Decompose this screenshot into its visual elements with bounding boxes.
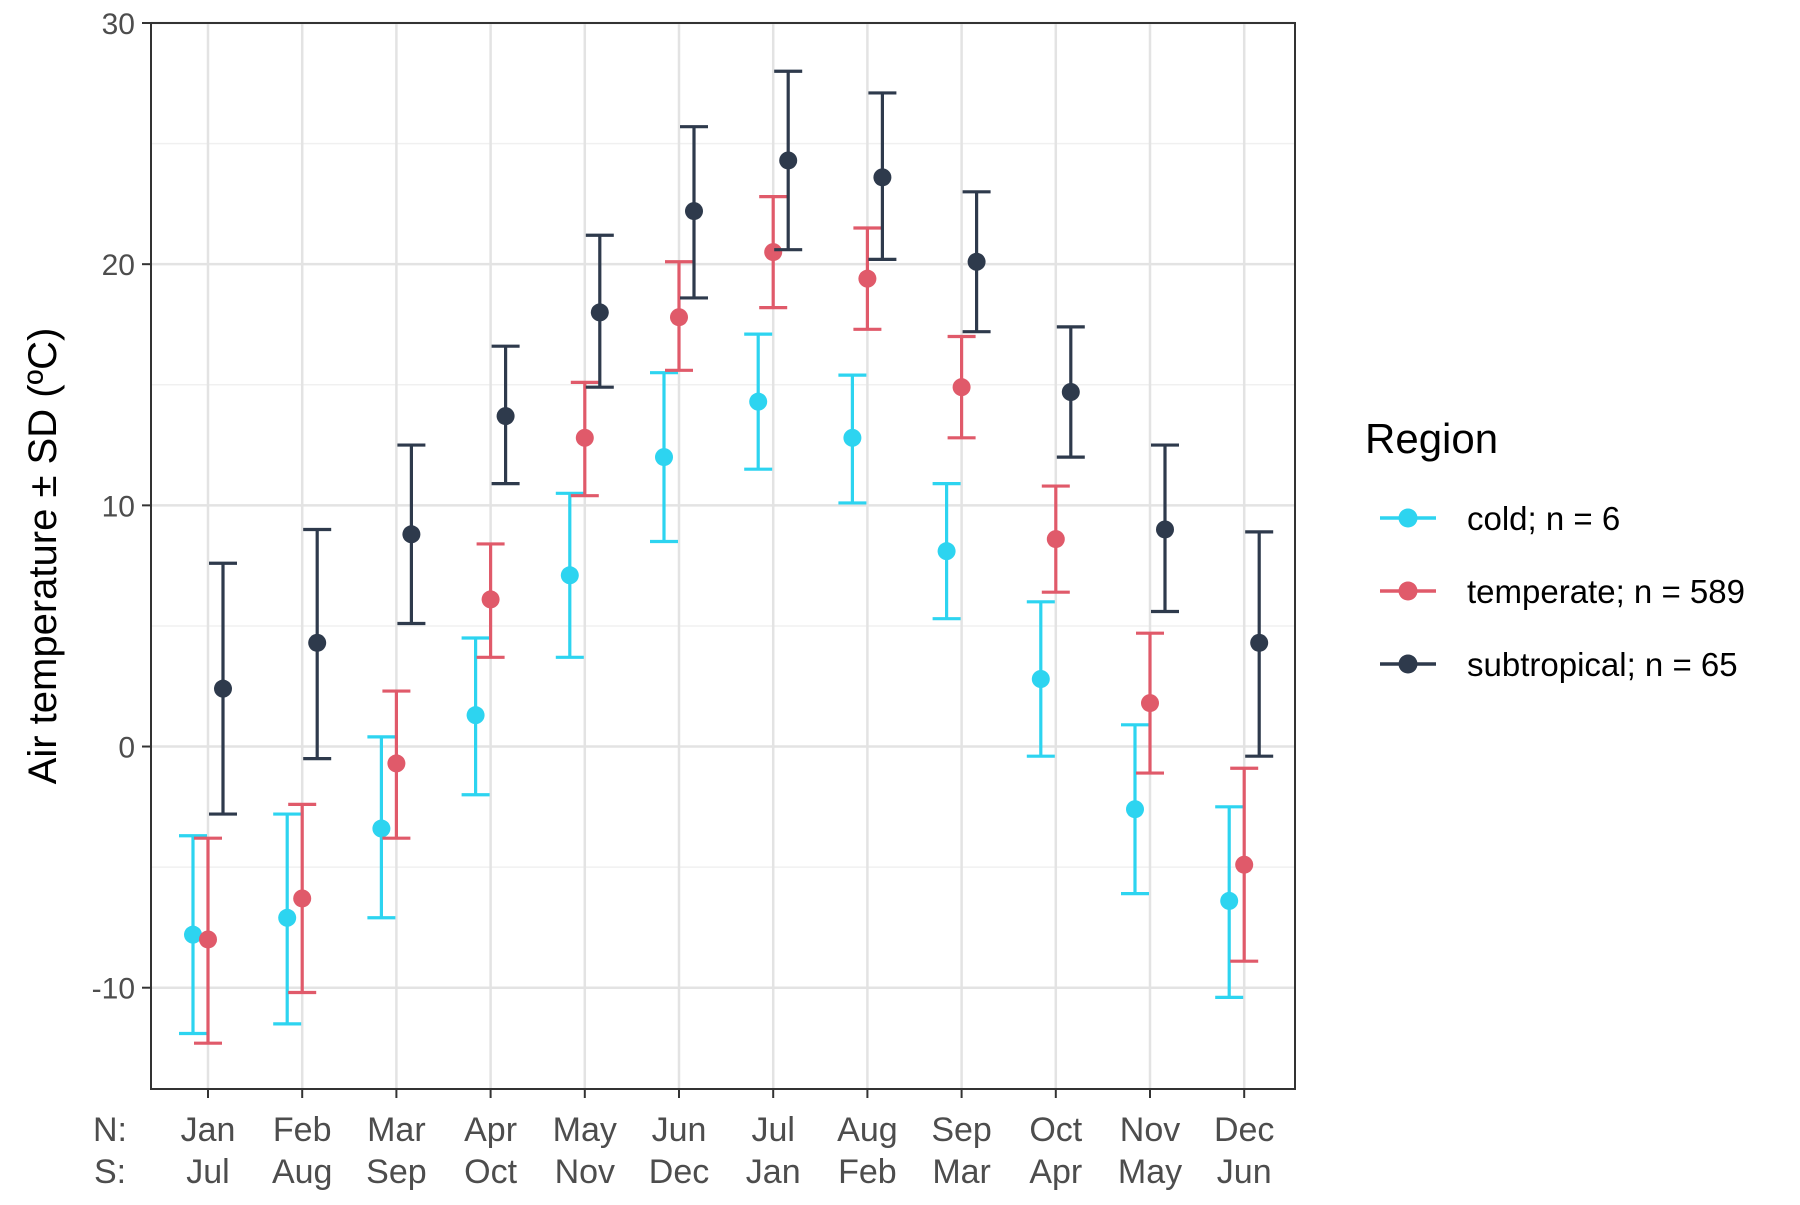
x-tick-label-south: Jul [186,1153,229,1191]
legend-label-temperate: temperate; n = 589 [1467,573,1745,610]
point-subtropical [402,525,421,544]
y-axis-title: Air temperature ± SD (ºC) [21,328,65,785]
hemisphere-label-south: S: [94,1153,126,1191]
point-subtropical [967,252,986,271]
x-tick-label-south: May [1118,1153,1182,1191]
x-tick-label-north: Dec [1214,1111,1274,1149]
point-subtropical [1061,383,1080,401]
point-cold [655,448,673,467]
x-tick-label-north: Sep [931,1111,992,1149]
point-temperate [1046,530,1065,549]
marks-layer [179,69,1274,1045]
x-tick-label-north: Apr [464,1111,517,1149]
series-cold [179,332,1244,1036]
point-temperate [387,754,406,773]
point-temperate [858,269,877,288]
legend-label-cold: cold; n = 6 [1467,500,1620,537]
x-tick-label-north: Mar [367,1111,426,1149]
point-cold [184,925,202,944]
panel-border [150,22,1296,1090]
x-tick-label-south: Jun [1217,1153,1272,1191]
x-tick-label-south: Apr [1029,1153,1082,1191]
x-tick-label-south: Nov [555,1153,615,1191]
legend-key-point-subtropical [1398,654,1418,674]
legend: Region cold; n = 6 temperate; n = 589 subt… [1365,415,1745,683]
y-tick-label: 0 [118,732,135,765]
point-temperate [293,889,312,908]
y-tick-label: 30 [102,8,135,41]
x-tick-label-north: Jun [652,1111,707,1149]
point-temperate [1235,855,1254,874]
legend-title: Region [1365,415,1498,462]
point-cold [372,819,391,838]
point-cold [1126,800,1144,819]
point-subtropical [1156,520,1174,539]
legend-label-subtropical: subtropical; n = 65 [1467,646,1738,683]
point-cold [937,542,956,561]
legend-key-point-cold [1398,508,1418,528]
point-cold [843,428,862,447]
x-tick-label-north: Feb [273,1111,332,1149]
legend-key-point-temperate [1398,581,1418,601]
x-tick-label-north: Jan [181,1111,236,1149]
x-tick-label-south: Jan [746,1153,801,1191]
point-cold [560,566,579,585]
point-temperate [670,308,688,327]
x-tick-label-north: Oct [1029,1111,1082,1149]
x-tick-label-south: Aug [272,1153,333,1191]
x-tick-label-north: Jul [751,1111,794,1149]
x-tick-label-north: Aug [837,1111,898,1149]
x-tick-label-south: Oct [464,1153,517,1191]
point-temperate [952,378,971,397]
y-tick-label: 10 [102,490,135,523]
x-tick-label-south: Sep [366,1153,427,1191]
point-cold [466,706,485,725]
point-subtropical [779,151,798,170]
point-temperate [481,590,500,609]
point-subtropical [590,303,609,322]
point-subtropical [873,168,892,187]
hemisphere-label-north: N: [93,1111,127,1149]
point-subtropical [214,679,232,698]
point-subtropical [685,202,703,221]
x-tick-label-south: Mar [932,1153,991,1191]
x-tick-label-north: Nov [1120,1111,1180,1149]
x-tick-label-south: Dec [649,1153,709,1191]
point-subtropical [1250,633,1269,652]
axes-layer: -10 0 10 20 30 Jan Jul Feb Aug Mar Sep Apr Oct May Nov… [92,8,1275,1191]
x-tick-label-north: May [553,1111,617,1149]
point-cold [278,908,297,927]
y-tick-label: 20 [102,249,135,282]
x-tick-label-south: Feb [838,1153,897,1191]
point-subtropical [496,407,515,426]
y-tick-label: -10 [92,973,135,1006]
point-temperate [1141,694,1159,713]
point-cold [1031,670,1050,688]
point-cold [1220,891,1239,910]
point-cold [749,392,768,411]
series-temperate [194,195,1259,1045]
point-temperate [575,428,594,447]
grid-layer [151,21,1295,1089]
series-subtropical [209,69,1274,816]
point-subtropical [308,633,327,652]
point-temperate [764,243,783,262]
point-temperate [199,930,217,949]
